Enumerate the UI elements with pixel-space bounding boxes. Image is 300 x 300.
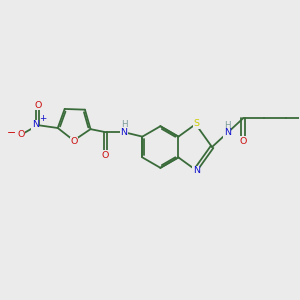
Text: N: N [193, 166, 200, 175]
Text: +: + [40, 114, 47, 123]
Text: O: O [34, 101, 41, 110]
Text: H: H [121, 120, 127, 129]
Text: N: N [121, 128, 128, 137]
Text: O: O [70, 137, 77, 146]
Text: −: − [7, 128, 16, 138]
Text: O: O [239, 137, 247, 146]
Text: S: S [193, 119, 199, 128]
Text: O: O [17, 130, 25, 139]
Text: N: N [224, 128, 231, 137]
Text: N: N [32, 120, 39, 129]
Text: H: H [224, 121, 231, 130]
Text: O: O [102, 151, 109, 160]
